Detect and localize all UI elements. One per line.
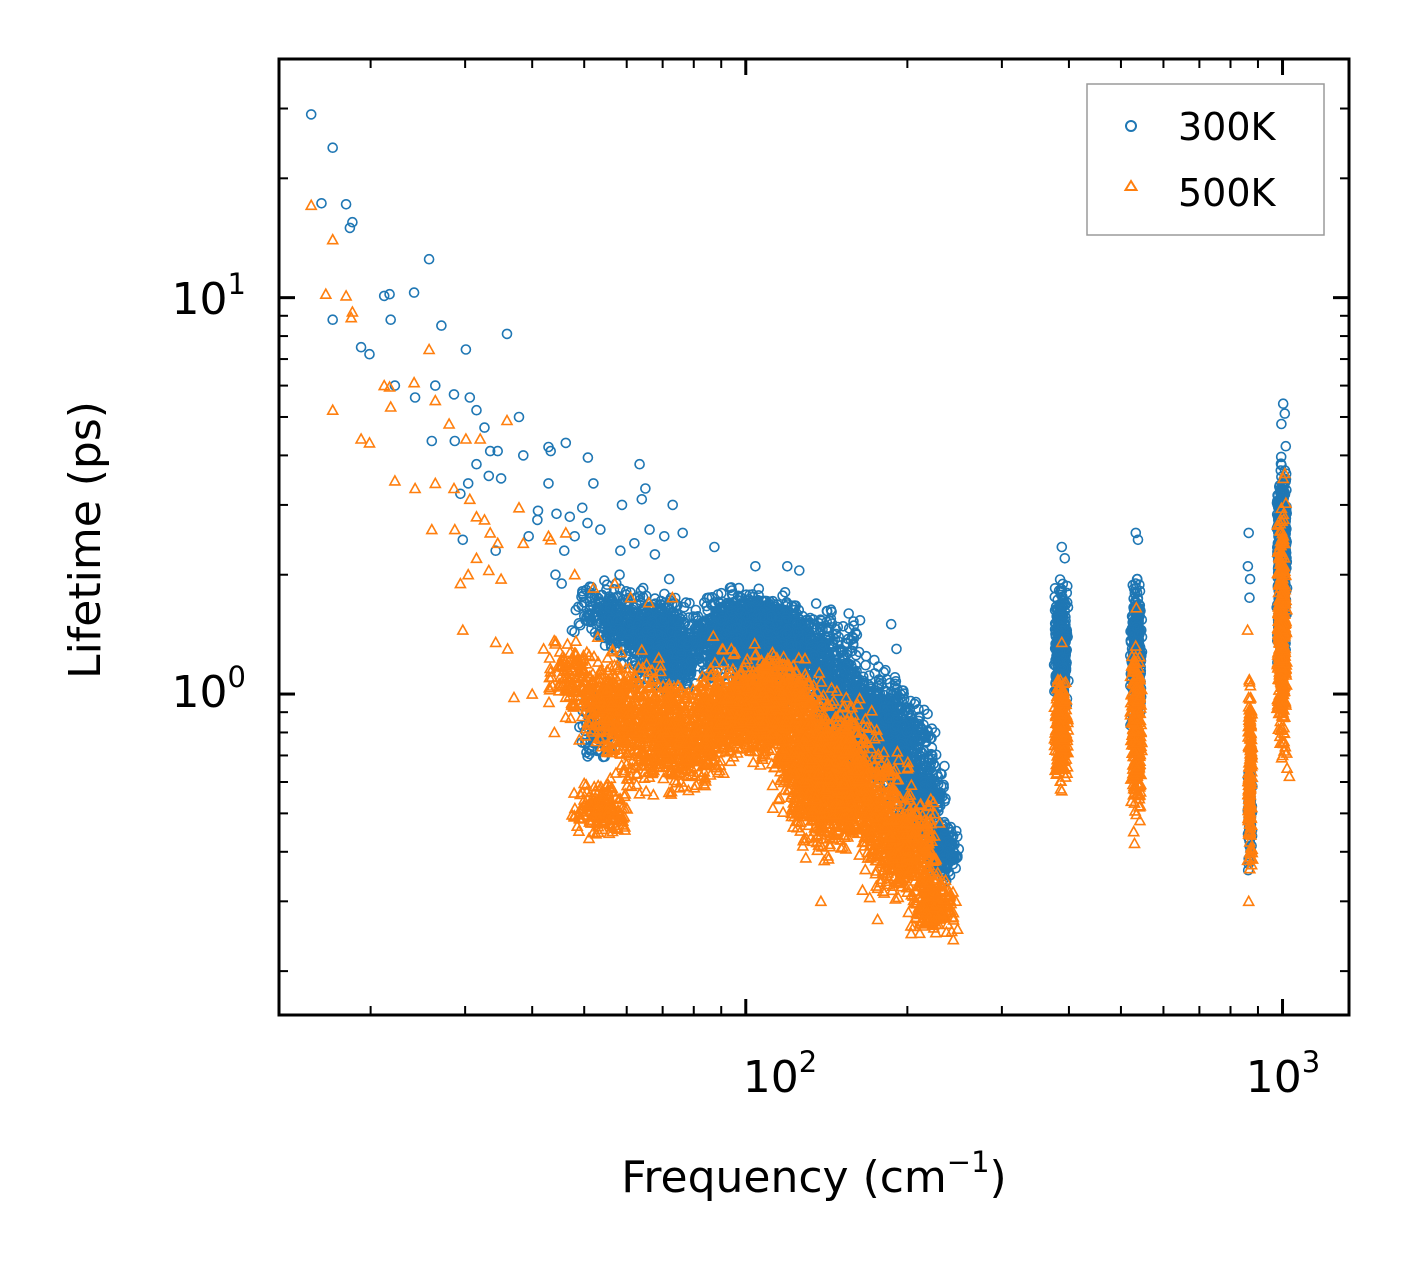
data-point-300k <box>604 602 616 614</box>
data-point-300k <box>654 603 665 615</box>
data-point-300k <box>577 585 588 597</box>
data-point-300k <box>682 665 694 677</box>
data-point-300k <box>693 653 704 664</box>
data-point-300k <box>593 593 605 604</box>
data-point-300k <box>682 640 693 652</box>
data-point-300k <box>627 606 639 618</box>
data-point-300k <box>685 665 697 677</box>
data-point-300k <box>620 589 632 600</box>
data-point-300k <box>629 656 641 667</box>
data-point-300k <box>573 617 585 629</box>
data-point-300k <box>674 613 686 625</box>
data-point-300k <box>606 614 618 626</box>
data-point-300k <box>733 582 745 594</box>
data-point-300k <box>593 630 604 642</box>
data-point-300k <box>667 659 679 671</box>
data-point-300k <box>675 649 687 660</box>
data-point-300k <box>636 642 647 653</box>
data-point-300k <box>584 600 596 611</box>
data-point-300k <box>659 614 671 625</box>
data-point-300k <box>672 615 684 627</box>
data-point-300k <box>604 591 615 602</box>
data-point-300k <box>577 590 589 601</box>
data-point-300k <box>614 583 626 595</box>
data-point-300k <box>615 626 627 638</box>
data-point-300k <box>597 629 609 641</box>
data-point-300k <box>692 610 704 622</box>
data-point-300k <box>634 608 646 620</box>
data-point-300k <box>584 608 596 619</box>
data-point-300k <box>623 645 635 657</box>
data-point-300k <box>576 591 587 603</box>
data-point-300k <box>569 626 580 638</box>
data-point-300k <box>623 598 635 609</box>
plot-marks <box>304 109 1296 945</box>
data-point-300k <box>690 604 702 616</box>
data-point-300k <box>599 640 611 651</box>
data-point-300k <box>659 588 670 600</box>
data-point-300k <box>603 598 615 609</box>
data-point-300k <box>684 597 695 609</box>
data-point-300k <box>583 743 595 754</box>
data-point-300k <box>615 606 626 618</box>
data-point-300k <box>673 660 684 672</box>
data-point-300k <box>677 632 688 643</box>
data-point-300k <box>664 639 676 651</box>
data-point-300k <box>645 627 657 639</box>
data-point-300k <box>644 634 656 645</box>
data-point-300k <box>623 634 634 646</box>
data-point-300k <box>679 635 691 646</box>
data-point-300k <box>683 620 695 631</box>
data-point-300k <box>678 665 690 677</box>
data-point-300k <box>583 612 595 624</box>
data-point-300k <box>658 619 670 630</box>
data-point-300k <box>566 625 578 636</box>
data-point-300k <box>665 608 677 619</box>
data-point-300k <box>779 586 791 598</box>
